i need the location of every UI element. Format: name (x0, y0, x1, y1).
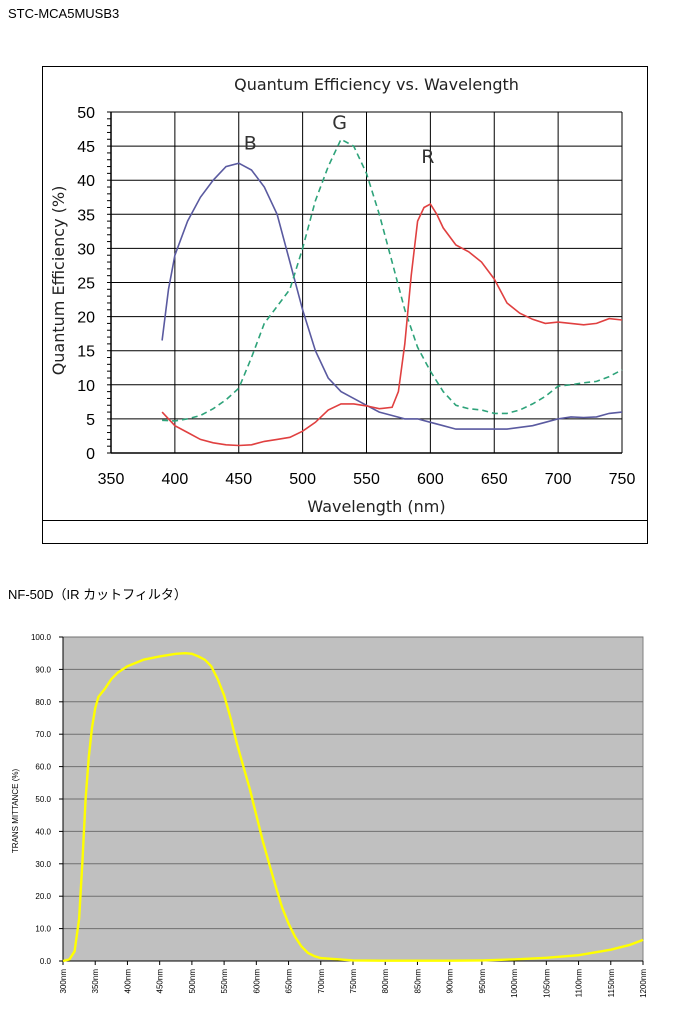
curve-label-b: B (244, 133, 257, 155)
y-tick-label: 90.0 (35, 665, 51, 674)
x-tick-label: 1100nm (575, 969, 584, 998)
x-tick-label: 300nm (59, 969, 68, 994)
y-axis-label: Quantum Efficiency (%) (49, 186, 68, 376)
y-tick-label: 30 (77, 241, 95, 258)
y-tick-label: 30.0 (35, 860, 51, 869)
y-tick-label: 15 (77, 344, 95, 361)
x-tick-label: 1200nm (639, 969, 648, 998)
y-tick-label: 35 (77, 207, 95, 224)
x-tick-label: 600nm (252, 969, 261, 994)
x-tick-label: 600 (417, 471, 444, 488)
x-tick-label: 400nm (123, 969, 132, 994)
x-tick-label: 500 (289, 471, 316, 488)
y-tick-label: 100.0 (31, 633, 52, 642)
x-tick-label: 400 (162, 471, 189, 488)
y-tick-label: 20 (77, 310, 95, 327)
y-tick-label: 45 (77, 139, 95, 156)
curve-label-g: G (332, 112, 347, 134)
x-tick-label: 850nm (413, 969, 422, 994)
x-tick-label: 750nm (349, 969, 358, 994)
y-tick-label: 10 (77, 378, 95, 395)
y-tick-label: 25 (77, 276, 95, 293)
y-axis-label: TRANS MITTANCE (%) (11, 769, 20, 854)
x-tick-label: 650nm (285, 969, 294, 994)
y-tick-label: 60.0 (35, 763, 51, 772)
x-tick-label: 500nm (188, 969, 197, 994)
y-tick-label: 0.0 (40, 957, 52, 966)
y-tick-label: 40.0 (35, 827, 51, 836)
transmittance-curve (62, 651, 644, 963)
series-line-g (162, 138, 623, 422)
y-tick-label: 70.0 (35, 730, 51, 739)
x-tick-label: 450 (225, 471, 252, 488)
y-tick-label: 50.0 (35, 795, 51, 804)
y-tick-label: 80.0 (35, 698, 51, 707)
x-tick-label: 900nm (446, 969, 455, 994)
x-tick-label: 450nm (156, 969, 165, 994)
x-tick-label: 800nm (381, 969, 390, 994)
y-tick-label: 5 (86, 412, 95, 429)
y-tick-label: 50 (77, 105, 95, 122)
chart-title: Quantum Efficiency vs. Wavelength (234, 75, 519, 94)
filter-model-heading: NF-50D（IR カットフィルタ） (8, 587, 187, 602)
x-tick-label: 550 (353, 471, 380, 488)
y-tick-label: 20.0 (35, 892, 51, 901)
x-tick-label: 1150nm (607, 969, 616, 998)
x-tick-label: 750 (609, 471, 636, 488)
x-tick-label: 550nm (220, 969, 229, 994)
series-line-r (161, 203, 623, 447)
y-tick-label: 40 (77, 173, 95, 190)
curve-label-r: R (421, 146, 434, 168)
camera-model-heading: STC-MCA5MUSB3 (8, 6, 120, 21)
quantum-efficiency-chart: Quantum Efficiency vs. Wavelength 0 5 10 15 2… (42, 66, 648, 544)
x-tick-label: 350nm (91, 969, 100, 994)
x-tick-label: 950nm (478, 969, 487, 994)
x-tick-label: 350 (98, 471, 125, 488)
x-tick-label: 1000nm (510, 969, 519, 998)
x-tick-label: 700 (545, 471, 572, 488)
y-tick-label: 10.0 (35, 925, 51, 934)
x-tick-label: 1050nm (542, 969, 551, 998)
x-tick-label: 700nm (317, 969, 326, 994)
x-axis-label: Wavelength (nm) (307, 497, 445, 516)
x-tick-label: 650 (481, 471, 508, 488)
y-tick-label: 0 (86, 446, 95, 463)
